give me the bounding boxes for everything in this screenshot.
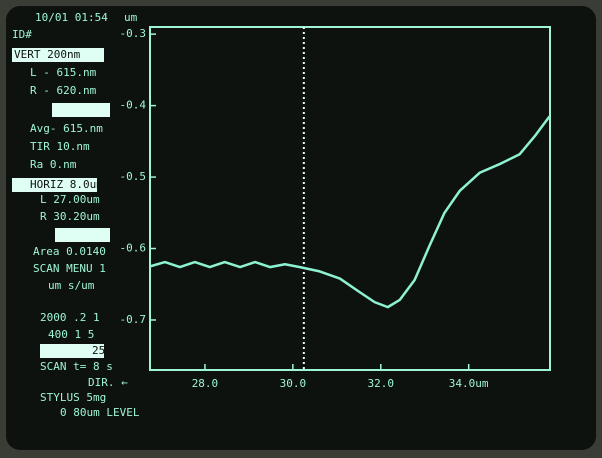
x-tick-label: 32.0 (368, 377, 395, 390)
highlight (55, 228, 110, 242)
panel-text: R - 620.nm (30, 84, 97, 97)
panel-text: 2000 .2 1 (40, 311, 100, 324)
panel-text: HORIZ 8.0um (30, 178, 103, 191)
panel-text: L 27.00um (40, 193, 100, 206)
y-tick-label: -0.5 (120, 170, 147, 183)
panel-text: um s/um (48, 279, 95, 292)
panel-text: 25 (92, 344, 105, 357)
panel-text: VERT 200nm (14, 48, 81, 61)
x-tick-label: 30.0 (280, 377, 307, 390)
panel-text: Ra 0.nm (30, 158, 77, 171)
panel-text: 10/01 01:54 (35, 11, 108, 24)
panel-text: SCAN t= 8 s (40, 360, 113, 373)
panel-text: SCAN MENU 1 (33, 262, 106, 275)
panel-text: DIR. ← (88, 376, 128, 389)
y-unit: um (124, 11, 138, 24)
screen: um -0.3 -0.4 -0.5 -0.6 -0.7 28.0 30.0 32.0 34.0u… (0, 0, 602, 458)
panel-text: Avg- 615.nm (30, 122, 103, 135)
y-tick-label: -0.6 (120, 242, 147, 255)
panel-text: Area 0.0140 (33, 245, 106, 258)
y-tick-label: -0.7 (120, 313, 147, 326)
y-tick-label: -0.3 (120, 27, 147, 40)
panel-text: ID# (12, 28, 32, 41)
panel-text: TIR 10.nm (30, 140, 90, 153)
x-tick-label: 28.0 (192, 377, 219, 390)
panel-text: 0 80um LEVEL (60, 406, 140, 419)
y-tick-label: -0.4 (120, 99, 147, 112)
panel-text: L - 615.nm (30, 66, 97, 79)
x-tick-label: 34.0um (449, 377, 489, 390)
panel-text: 400 1 5 (48, 328, 94, 341)
highlight (52, 103, 110, 117)
panel-text: R 30.20um (40, 210, 100, 223)
panel-text: STYLUS 5mg (40, 391, 106, 404)
